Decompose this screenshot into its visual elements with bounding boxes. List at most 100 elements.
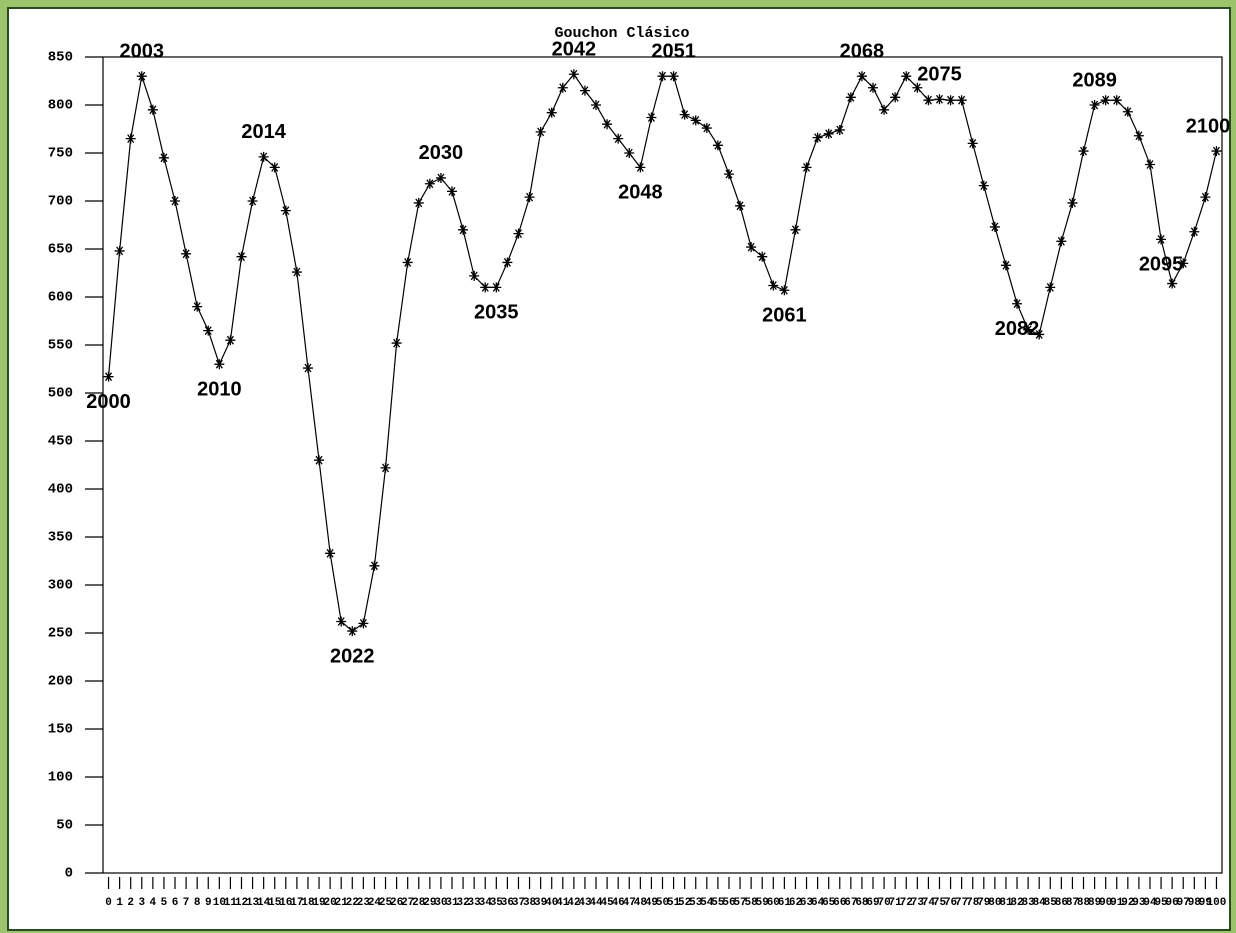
y-tick-label: 250 (48, 626, 73, 642)
x-tick-label: 86 (1055, 897, 1068, 909)
x-tick-label: 50 (656, 897, 669, 909)
x-tick-label: 5 (161, 897, 168, 909)
x-tick-label: 13 (246, 897, 260, 909)
point-marker (247, 196, 258, 206)
point-marker (635, 162, 646, 173)
y-tick-label: 0 (65, 866, 73, 882)
point-marker (314, 455, 325, 466)
point-marker (236, 251, 247, 262)
x-tick-label: 79 (977, 897, 990, 909)
x-tick-label: 72 (900, 897, 913, 909)
x-tick-label: 75 (933, 897, 947, 909)
x-tick-label: 89 (1088, 897, 1101, 909)
point-marker (413, 197, 424, 208)
point-marker (435, 172, 446, 183)
x-tick-label: 40 (545, 897, 558, 909)
x-tick-label: 7 (183, 897, 190, 909)
x-tick-label: 49 (645, 897, 658, 909)
x-tick-label: 21 (335, 897, 349, 909)
annotation: 2030 (419, 142, 464, 164)
x-tick-label: 32 (456, 897, 469, 909)
x-tick-label: 48 (634, 897, 648, 909)
point-marker (125, 133, 136, 144)
point-marker (480, 282, 491, 293)
point-marker (114, 245, 125, 256)
x-tick-label: 80 (988, 897, 1001, 909)
point-marker (845, 92, 856, 103)
point-marker (1078, 146, 1089, 157)
point-marker (1200, 192, 1211, 203)
point-marker (291, 267, 302, 278)
point-marker (1067, 197, 1078, 208)
point-marker (469, 270, 480, 281)
x-tick-label: 47 (623, 897, 636, 909)
point-marker (258, 151, 269, 162)
y-tick-label: 600 (48, 290, 73, 306)
point-marker (591, 100, 602, 110)
point-marker (602, 119, 613, 130)
point-marker (690, 115, 701, 126)
x-tick-label: 56 (722, 897, 735, 909)
x-tick-label: 43 (578, 897, 592, 909)
point-marker (879, 104, 890, 115)
x-tick-label: 23 (357, 897, 371, 909)
annotation: 2051 (651, 40, 696, 62)
point-marker (1100, 95, 1111, 106)
point-marker (103, 371, 114, 382)
point-marker (1211, 146, 1222, 157)
point-marker (402, 257, 413, 268)
x-tick-label: 88 (1077, 897, 1091, 909)
x-tick-label: 6 (172, 897, 179, 909)
point-marker (956, 95, 967, 106)
annotation: 2014 (241, 121, 286, 143)
x-tick-label: 1 (116, 897, 123, 909)
x-tick-label: 83 (1022, 897, 1036, 909)
annotation: 2035 (474, 302, 519, 324)
x-tick-label: 8 (194, 897, 201, 909)
x-tick-label: 22 (346, 897, 359, 909)
x-tick-label: 59 (756, 897, 769, 909)
x-tick-label: 77 (955, 897, 968, 909)
point-marker (823, 128, 834, 139)
point-marker (613, 133, 624, 144)
x-tick-label: 73 (911, 897, 925, 909)
x-tick-label: 9 (205, 897, 212, 909)
point-marker (1133, 130, 1144, 141)
point-marker (336, 616, 347, 627)
x-tick-label: 60 (767, 897, 780, 909)
annotation: 2068 (840, 40, 885, 62)
y-tick-label: 450 (48, 434, 73, 450)
point-marker (701, 123, 712, 134)
point-marker (1189, 226, 1200, 237)
annotation: 2048 (618, 182, 663, 204)
x-tick-label: 69 (866, 897, 879, 909)
point-marker (1144, 159, 1155, 170)
point-marker (779, 285, 790, 296)
chart-title: Gouchon Clásico (554, 25, 689, 42)
x-tick-label: 31 (445, 897, 459, 909)
point-marker (1000, 260, 1011, 271)
point-marker (1178, 258, 1189, 269)
point-marker (657, 71, 668, 82)
x-tick-label: 54 (700, 897, 714, 909)
annotation: 2095 (1139, 254, 1184, 276)
x-tick-label: 10 (213, 897, 226, 909)
x-tick-label: 53 (689, 897, 703, 909)
x-tick-label: 94 (1143, 897, 1157, 909)
x-tick-label: 34 (479, 897, 493, 909)
y-tick-label: 700 (48, 194, 73, 210)
point-marker (1089, 100, 1100, 110)
x-tick-label: 100 (1207, 897, 1227, 909)
x-tick-label: 97 (1177, 897, 1190, 909)
point-marker (735, 200, 746, 211)
annotation: 2089 (1072, 69, 1117, 91)
point-marker (535, 126, 546, 137)
point-marker (624, 148, 635, 158)
y-tick-label: 800 (48, 98, 73, 114)
point-marker (967, 138, 978, 149)
y-tick-label: 550 (48, 338, 73, 354)
chart-background (7, 7, 1231, 931)
x-tick-label: 24 (368, 897, 382, 909)
x-tick-label: 64 (811, 897, 825, 909)
